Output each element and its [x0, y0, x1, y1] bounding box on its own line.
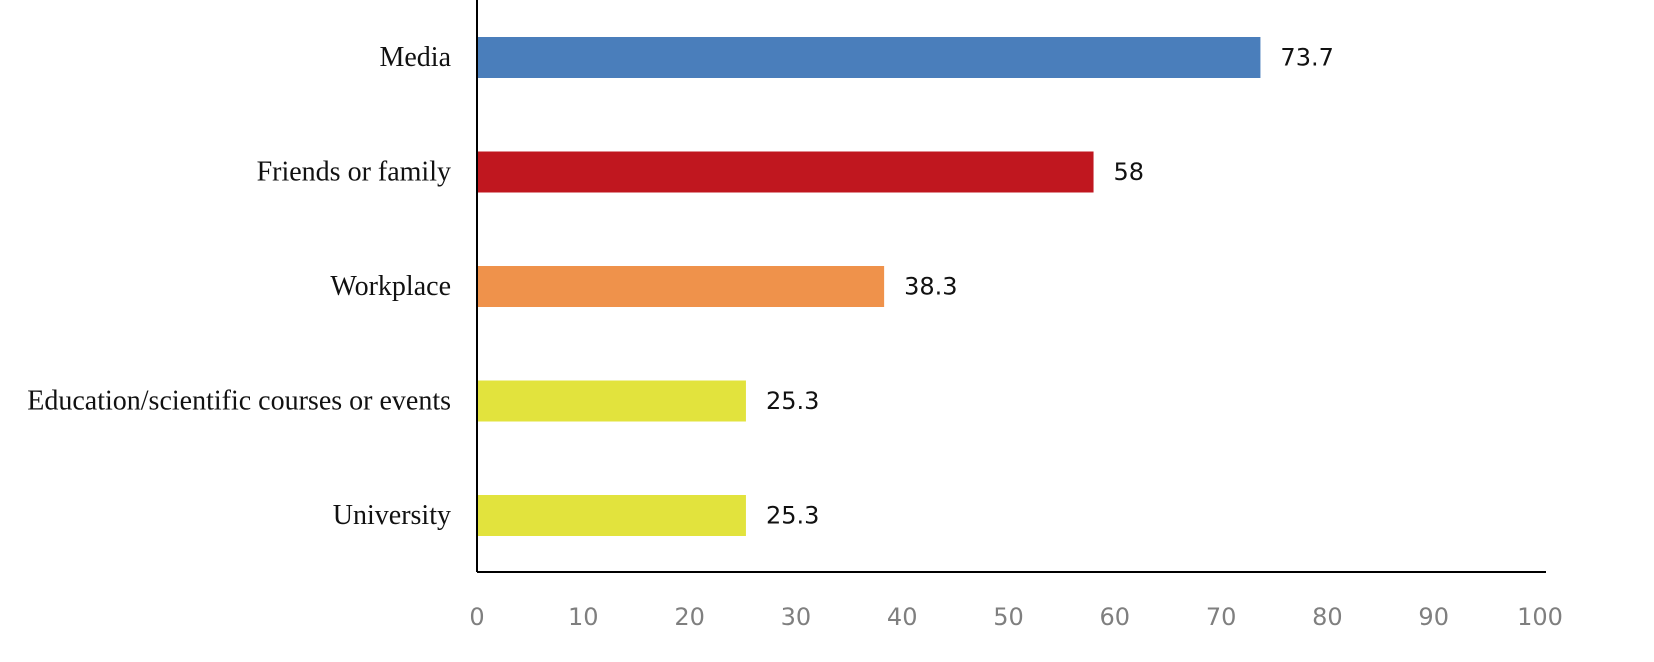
bar-1	[477, 37, 1261, 78]
x-tick-label: 30	[781, 603, 812, 631]
category-label: University	[333, 500, 451, 531]
x-tick-label: 60	[1100, 603, 1131, 631]
x-tick-label: 0	[469, 603, 484, 631]
category-labels: Media Friends or family Workplace Education…	[27, 42, 451, 531]
x-tick-label: 100	[1517, 603, 1563, 631]
x-tick-label: 70	[1206, 603, 1237, 631]
value-labels: 73.7 58 38.3 25.3 25.3	[766, 44, 1334, 530]
category-label: Media	[379, 42, 451, 73]
x-axis-ticks: 0 10 20 30 40 50 60 70 80 90 100	[469, 603, 1563, 631]
bar-5	[477, 495, 746, 536]
x-tick-label: 20	[674, 603, 705, 631]
bar-4	[477, 380, 746, 422]
value-label: 73.7	[1280, 44, 1333, 72]
bars-layer	[477, 37, 1261, 536]
value-label: 58	[1114, 158, 1145, 186]
x-tick-label: 10	[568, 603, 599, 631]
x-tick-label: 80	[1312, 603, 1343, 631]
x-tick-label: 50	[993, 603, 1024, 631]
value-label: 25.3	[766, 502, 819, 530]
bar-3	[477, 266, 885, 307]
x-tick-label: 90	[1418, 603, 1449, 631]
category-label: Education/scientific courses or events	[27, 386, 451, 417]
value-label: 25.3	[766, 387, 819, 415]
x-tick-label: 40	[887, 603, 918, 631]
value-label: 38.3	[904, 273, 957, 301]
bar-2	[477, 151, 1094, 193]
category-label: Workplace	[330, 271, 451, 302]
category-label: Friends or family	[257, 157, 451, 188]
